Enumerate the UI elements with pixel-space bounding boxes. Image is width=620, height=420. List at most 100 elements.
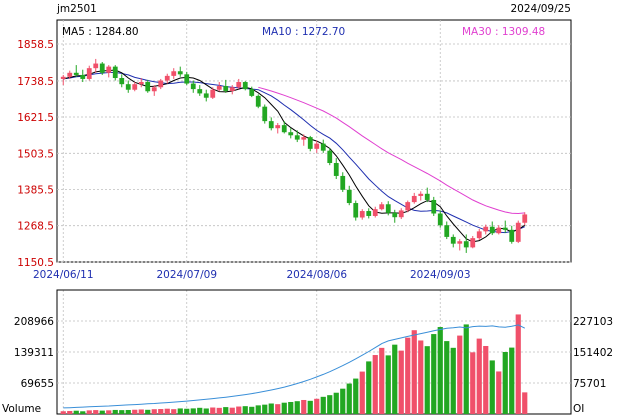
volume-bar (509, 347, 515, 414)
volume-bar (522, 392, 528, 414)
candle-body (327, 150, 333, 164)
candle-body (236, 82, 242, 88)
volume-bar (392, 344, 398, 414)
candle-body (398, 210, 404, 218)
candle-body (294, 135, 300, 140)
volume-bar (515, 314, 521, 414)
candle-body (463, 241, 469, 248)
volume-bar (138, 409, 144, 414)
candle-body (366, 211, 372, 216)
volume-bar (457, 335, 463, 414)
candle-body (489, 226, 495, 234)
volume-bar (418, 340, 424, 414)
volume-bar (424, 346, 430, 414)
candle-body (359, 211, 365, 218)
oi-axis-label: OI (573, 403, 584, 415)
candle-body (372, 209, 378, 216)
volume-bar (216, 407, 222, 414)
volume-bar (223, 407, 229, 414)
volume-bar (340, 388, 346, 414)
candle-body (496, 227, 502, 234)
date-axis: 2024/06/11 2024/07/09 2024/08/06 2024/09/03 (33, 269, 471, 281)
candle-body (444, 225, 450, 237)
candle-body (80, 74, 86, 79)
volume-bar (385, 355, 391, 414)
symbol-label: jm2501 (56, 3, 97, 15)
candle-body (509, 229, 515, 242)
date-label: 2024/09/25 (510, 3, 571, 15)
candle-body (158, 80, 164, 88)
volume-bar (470, 352, 476, 414)
volume-bar (346, 383, 352, 414)
volume-bar (80, 411, 86, 414)
candle-body (437, 213, 443, 226)
candle-body (353, 203, 359, 218)
price-tick-label: 1385.5 (17, 185, 54, 197)
candle-body (67, 72, 73, 77)
candle-body (483, 226, 489, 232)
volume-bar (307, 400, 313, 414)
candle-body (119, 78, 125, 85)
candle-body (502, 227, 508, 230)
candle-body (151, 87, 157, 92)
candle-body (132, 84, 138, 90)
volume-bar (73, 410, 79, 414)
volume-bar (359, 371, 365, 414)
candle-body (411, 195, 417, 203)
date-tick-label: 2024/09/03 (410, 269, 471, 281)
candle-body (333, 163, 339, 176)
volume-bar (151, 409, 157, 414)
price-tick-label: 1858.5 (17, 39, 54, 51)
candle-body (60, 76, 66, 79)
oi-tick-label: 227103 (573, 316, 613, 328)
volume-bar (444, 341, 450, 414)
volume-bar (496, 371, 502, 414)
ma5-line (63, 69, 526, 243)
price-tick-label: 1503.5 (17, 148, 54, 160)
candle-body (314, 143, 320, 149)
candle-body (522, 214, 528, 223)
candle-body (268, 121, 274, 129)
volume-bar (463, 324, 469, 414)
candle-body (450, 236, 456, 244)
volume-bar (112, 409, 118, 414)
candle-body (346, 189, 352, 204)
volume-bar (249, 406, 255, 414)
volume-bar (320, 396, 326, 414)
volume-bar (125, 409, 131, 414)
candle-body (379, 204, 385, 210)
volume-bar (67, 410, 73, 414)
candle-body (164, 75, 170, 81)
volume-bar (372, 355, 378, 414)
moving-average-lines (63, 69, 526, 243)
candle-body (320, 143, 326, 151)
ma30-line (258, 86, 525, 215)
candles (60, 58, 528, 253)
candle-body (281, 125, 287, 133)
candle-body (223, 86, 229, 91)
price-tick-label: 1150.5 (17, 257, 54, 269)
candle-body (73, 72, 79, 75)
volume-bar (210, 407, 216, 414)
candle-body (392, 212, 398, 218)
candle-body (229, 87, 235, 91)
price-tick-label: 1738.5 (17, 76, 54, 88)
candle-body (138, 82, 144, 85)
volume-bar (132, 409, 138, 414)
volume-bar (106, 410, 112, 414)
price-grid (57, 20, 571, 414)
candle-body (405, 202, 411, 211)
volume-bar (431, 334, 437, 414)
candle-body (203, 93, 209, 98)
ma10-legend: MA10 : 1272.70 (262, 26, 345, 38)
candle-body (106, 66, 112, 73)
volume-bar (158, 409, 164, 414)
candle-body (112, 66, 118, 79)
candle-body (184, 74, 190, 84)
candle-body (210, 89, 216, 98)
volume-bar (366, 361, 372, 414)
candle-body (255, 95, 261, 107)
volume-tick-label: 208966 (14, 316, 54, 328)
volume-bar (502, 352, 508, 414)
oi-tick-label: 75701 (573, 378, 606, 390)
